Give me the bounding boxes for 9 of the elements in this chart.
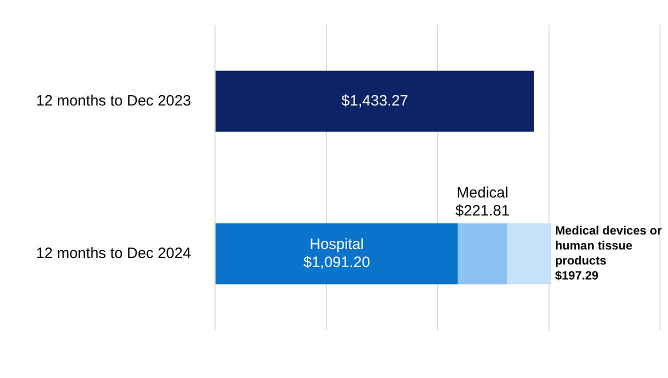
data-label: $221.81 (455, 202, 510, 220)
y-tick-label: 12 months to Dec 2024 (36, 244, 192, 262)
series-label: Medical devices or human tissue products (555, 224, 662, 268)
series-label: Hospital (310, 236, 364, 253)
y-tick-label: 12 months to Dec 2023 (36, 92, 192, 110)
data-label: $1,091.20 (303, 254, 370, 271)
data-label: $197.29 (555, 268, 599, 283)
data-label: $1,433.27 (341, 92, 408, 110)
series-label: Medical (456, 184, 508, 202)
